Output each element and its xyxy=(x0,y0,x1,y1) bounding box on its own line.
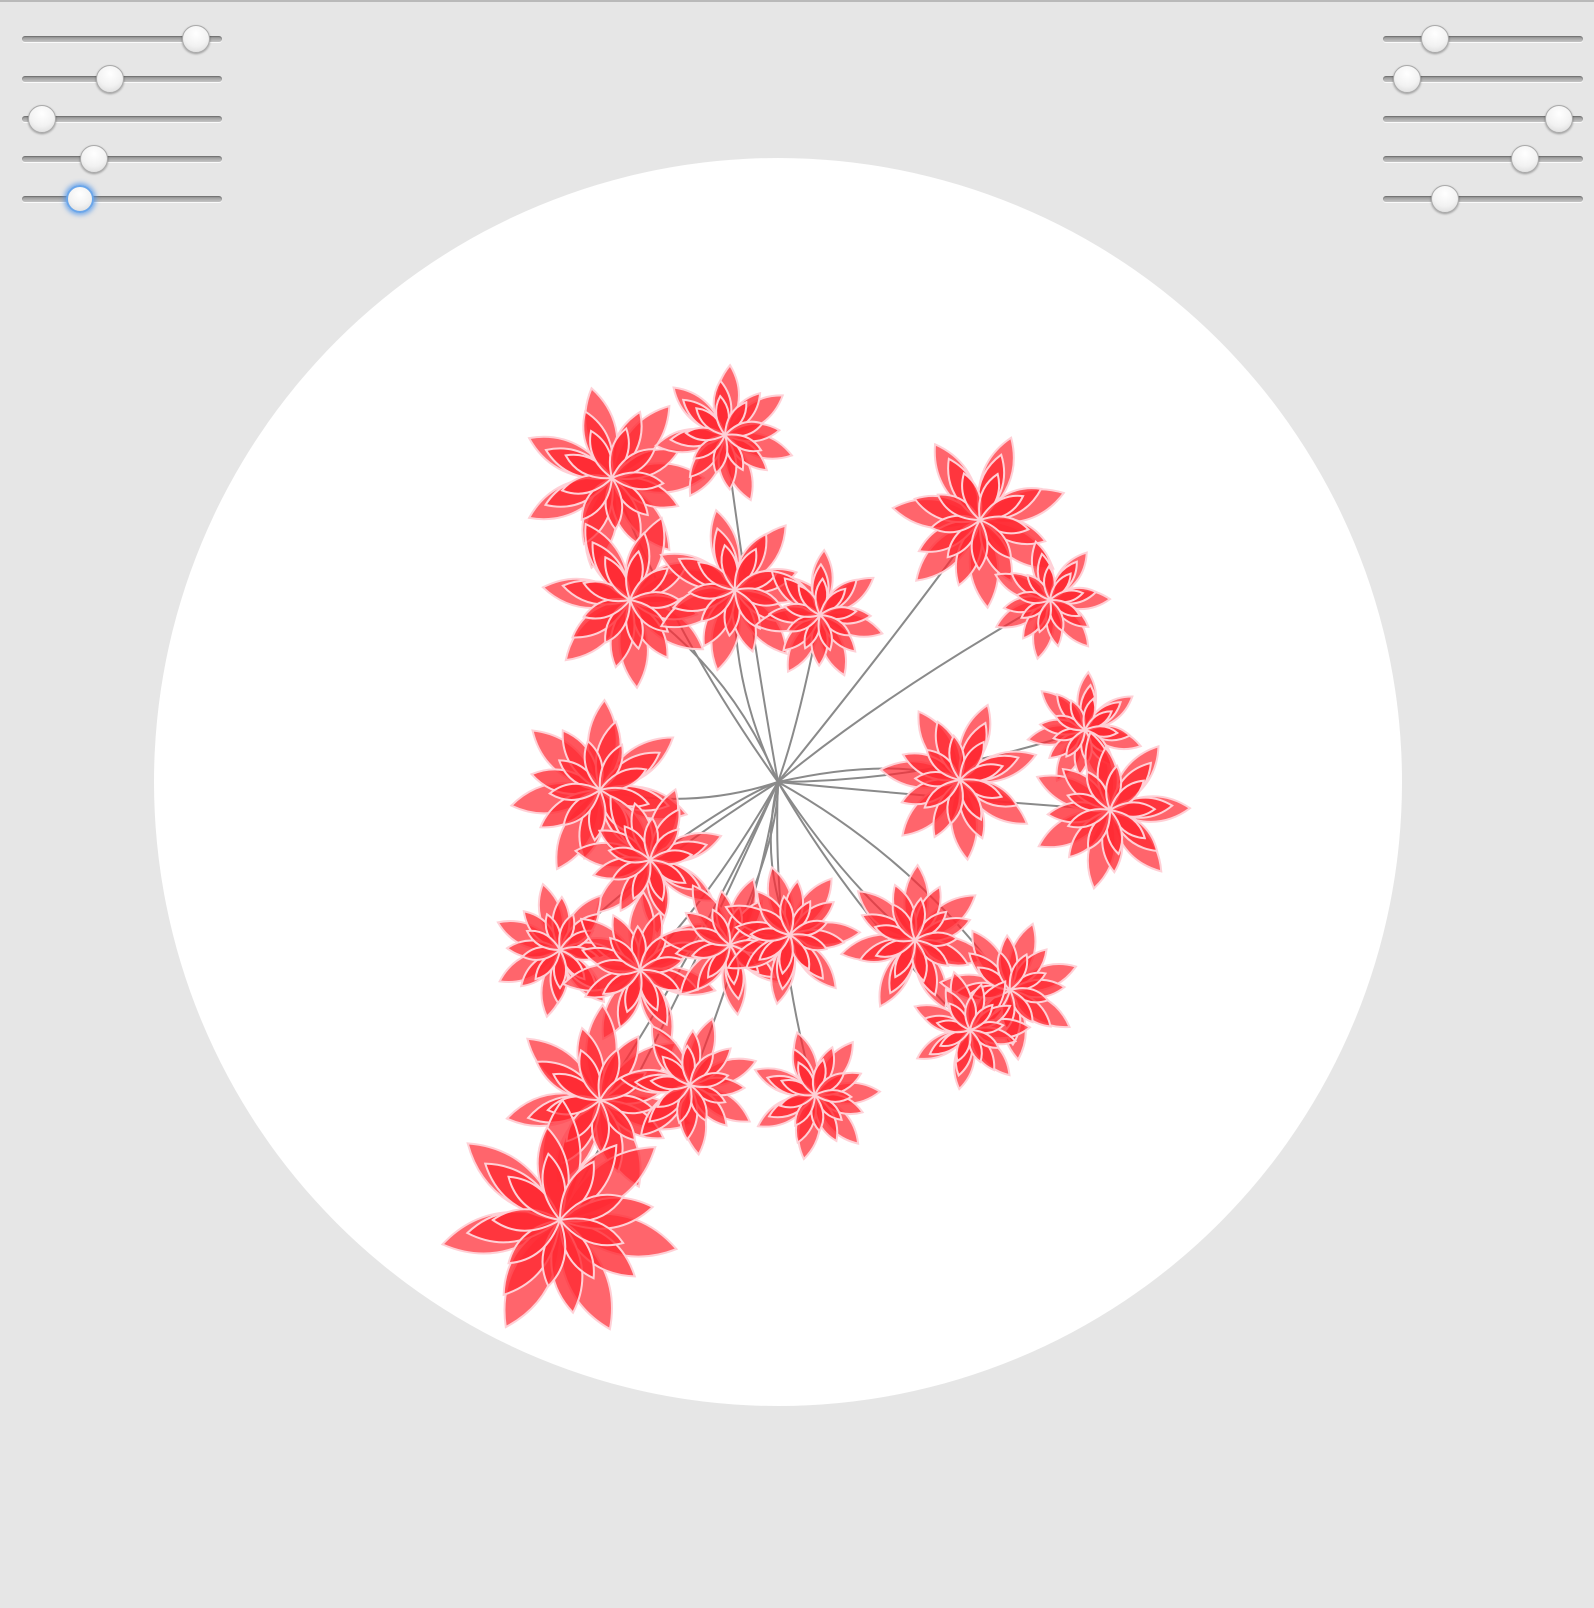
flower xyxy=(993,540,1112,661)
petal xyxy=(548,782,602,801)
slider-track[interactable] xyxy=(1383,36,1583,42)
flower xyxy=(878,703,1038,862)
petal xyxy=(558,1217,625,1247)
left-slider-panel xyxy=(22,25,222,240)
petal xyxy=(970,518,989,571)
flower xyxy=(753,1030,882,1161)
petal xyxy=(1008,952,1029,992)
petal xyxy=(628,598,670,633)
slider-left-5[interactable] xyxy=(22,185,222,240)
petal xyxy=(923,778,962,809)
flower xyxy=(496,882,630,1019)
slider-track[interactable] xyxy=(1383,196,1583,202)
flower xyxy=(440,1098,679,1331)
slider-thumb[interactable] xyxy=(1421,25,1449,53)
slider-track[interactable] xyxy=(1383,76,1583,82)
petal xyxy=(609,936,642,972)
slider-thumb[interactable] xyxy=(28,105,56,133)
slider-right-3[interactable] xyxy=(1383,105,1583,160)
window-top-border xyxy=(0,0,1594,2)
flower xyxy=(913,970,1032,1091)
petal xyxy=(1066,808,1112,829)
petal xyxy=(1037,598,1053,634)
slider-thumb[interactable] xyxy=(182,25,210,53)
petal xyxy=(813,1089,854,1103)
slider-right-4[interactable] xyxy=(1383,145,1583,200)
slider-left-3[interactable] xyxy=(22,105,222,160)
flower xyxy=(724,865,862,1006)
slider-thumb[interactable] xyxy=(96,65,124,93)
slider-left-2[interactable] xyxy=(22,65,222,120)
flower xyxy=(938,922,1078,1062)
slider-thumb[interactable] xyxy=(1393,65,1421,93)
slider-track[interactable] xyxy=(1383,156,1583,162)
right-slider-panel xyxy=(1383,25,1583,240)
slider-thumb[interactable] xyxy=(80,145,108,173)
flower-cluster xyxy=(440,363,1192,1331)
slider-track[interactable] xyxy=(1383,116,1583,122)
flower xyxy=(618,1017,758,1157)
flower xyxy=(891,436,1066,610)
petal xyxy=(733,588,762,630)
petal xyxy=(723,433,763,453)
slider-thumb[interactable] xyxy=(1431,185,1459,213)
slider-left-4[interactable] xyxy=(22,145,222,200)
slider-track[interactable] xyxy=(22,196,222,202)
flower xyxy=(658,877,798,1017)
petal xyxy=(688,1072,730,1089)
slider-track[interactable] xyxy=(22,116,222,122)
slider-track[interactable] xyxy=(22,156,222,162)
flower xyxy=(541,516,716,690)
petal xyxy=(779,894,795,937)
petal xyxy=(610,471,665,491)
petal xyxy=(1065,728,1087,759)
slider-thumb[interactable] xyxy=(1511,145,1539,173)
slider-left-1[interactable] xyxy=(22,25,222,80)
flower xyxy=(839,863,990,1011)
petal xyxy=(525,929,562,952)
flower xyxy=(1035,730,1192,891)
slider-right-2[interactable] xyxy=(1383,65,1583,120)
petal xyxy=(968,1003,994,1032)
slider-thumb[interactable] xyxy=(66,185,94,213)
flower xyxy=(659,508,819,672)
petal xyxy=(711,908,732,947)
flower xyxy=(654,363,794,502)
flower xyxy=(754,548,884,677)
slider-track[interactable] xyxy=(22,36,222,42)
slider-right-1[interactable] xyxy=(1383,25,1583,80)
petal xyxy=(817,613,833,652)
slider-right-5[interactable] xyxy=(1383,185,1583,240)
petal xyxy=(607,846,652,864)
petal xyxy=(910,896,927,942)
slider-thumb[interactable] xyxy=(1545,105,1573,133)
